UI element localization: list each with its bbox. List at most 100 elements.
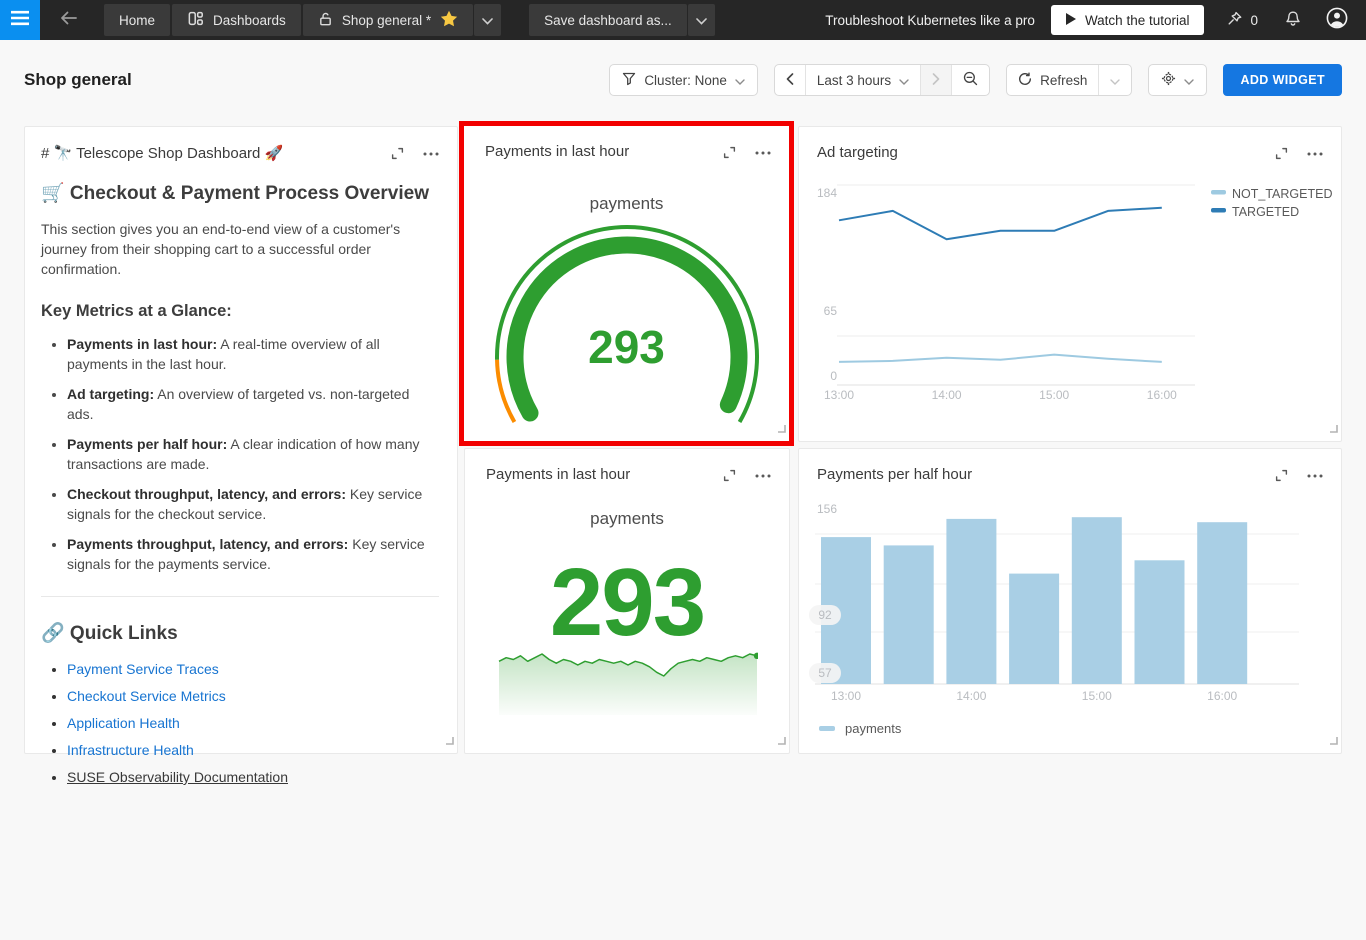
save-dashboard-menu-button[interactable] xyxy=(687,4,715,36)
svg-text:14:00: 14:00 xyxy=(956,689,986,703)
chevron-down-icon xyxy=(695,13,707,28)
arrow-left-icon xyxy=(60,11,77,30)
metric-term: Payments per half hour: xyxy=(67,436,228,452)
resize-handle-icon[interactable] xyxy=(1329,732,1338,750)
refresh-icon xyxy=(1018,72,1032,89)
list-item: SUSE Observability Documentation xyxy=(67,768,439,786)
notifications-button[interactable] xyxy=(1280,8,1306,32)
ellipsis-icon[interactable] xyxy=(755,474,771,478)
widget-title: Payments in last hour xyxy=(486,466,631,483)
expand-icon[interactable] xyxy=(722,468,737,483)
svg-text:65: 65 xyxy=(824,304,838,318)
refresh-interval-button[interactable] xyxy=(1098,65,1131,95)
markdown-intro: This section gives you an end-to-end vie… xyxy=(41,221,401,277)
metric-desc: Key service signals for the checkout ser… xyxy=(67,486,423,522)
widget-payments-number: Payments in last hour payments 293 xyxy=(464,448,790,754)
quick-links-list: Payment Service Traces Checkout Service … xyxy=(41,660,439,786)
ellipsis-icon[interactable] xyxy=(423,152,439,156)
filter-funnel-icon xyxy=(622,72,636,89)
ellipsis-icon[interactable] xyxy=(1307,152,1323,156)
payments-gauge-chart xyxy=(464,216,789,451)
bar-chart-legend: payments xyxy=(819,721,901,736)
hamburger-icon xyxy=(10,10,30,31)
add-widget-button[interactable]: ADD WIDGET xyxy=(1223,64,1342,96)
ad-targeting-line-chart: 0 65 184 13:00 14:00 15:00 16:00 NOT_TARGETED TA… xyxy=(799,127,1341,441)
chevron-down-icon xyxy=(899,73,909,88)
svg-text:0: 0 xyxy=(830,369,837,383)
dashboard-controls: Cluster: None Last 3 hours xyxy=(609,64,1342,96)
dashboard-tab-group: Shop general * xyxy=(302,4,502,36)
svg-text:13:00: 13:00 xyxy=(831,689,861,703)
resize-handle-icon[interactable] xyxy=(445,732,454,750)
pin-count: 0 xyxy=(1250,12,1258,28)
link-suse-observability-docs[interactable]: SUSE Observability Documentation xyxy=(67,769,288,785)
chevron-left-icon xyxy=(786,72,794,88)
cluster-filter-button[interactable]: Cluster: None xyxy=(609,64,758,96)
markdown-heading: 🛒 Checkout & Payment Process Overview xyxy=(41,183,429,204)
metric-term: Payments throughput, latency, and errors… xyxy=(67,536,349,552)
save-dashboard-button[interactable]: Save dashboard as... xyxy=(529,4,687,36)
bell-icon xyxy=(1284,8,1302,32)
chevron-down-icon xyxy=(1184,73,1195,88)
pin-icon xyxy=(1226,10,1243,30)
avatar-icon xyxy=(1326,7,1348,34)
watch-tutorial-button[interactable]: Watch the tutorial xyxy=(1050,5,1205,35)
time-forward-button[interactable] xyxy=(920,65,952,95)
link-checkout-service-metrics[interactable]: Checkout Service Metrics xyxy=(67,688,226,704)
svg-text:184: 184 xyxy=(817,186,837,200)
link-application-health[interactable]: Application Health xyxy=(67,715,180,731)
expand-icon[interactable] xyxy=(390,146,405,161)
widget-payments-per-half-hour: Payments per half hour 156 92 57 13:00 14:00… xyxy=(798,448,1342,754)
tab-home[interactable]: Home xyxy=(104,4,171,36)
nav-tabs: Home Dashboards Shop general * xyxy=(104,4,715,36)
dashboard-settings-button[interactable] xyxy=(1148,64,1208,96)
zoom-out-button[interactable] xyxy=(951,65,989,95)
user-avatar[interactable] xyxy=(1322,7,1352,34)
svg-text:15:00: 15:00 xyxy=(1082,689,1112,703)
link-infrastructure-health[interactable]: Infrastructure Health xyxy=(67,742,194,758)
number-series-label: payments xyxy=(590,509,664,528)
tab-dashboards-label: Dashboards xyxy=(213,12,286,28)
refresh-button[interactable]: Refresh xyxy=(1007,65,1098,95)
back-button[interactable] xyxy=(48,0,88,40)
list-item: Ad targeting: An overview of targeted vs… xyxy=(67,384,439,424)
metric-desc: Key service signals for the payments ser… xyxy=(67,536,425,572)
unlock-icon xyxy=(318,11,333,30)
ellipsis-icon[interactable] xyxy=(1307,474,1323,478)
save-dashboard-group: Save dashboard as... xyxy=(529,4,715,36)
expand-icon[interactable] xyxy=(722,145,737,160)
link-payment-service-traces[interactable]: Payment Service Traces xyxy=(67,661,219,677)
refresh-group: Refresh xyxy=(1006,64,1133,96)
metric-desc: A clear indication of how many transacti… xyxy=(67,436,420,472)
play-icon xyxy=(1065,12,1076,28)
main-menu-button[interactable] xyxy=(0,0,40,40)
widget-title: Payments per half hour xyxy=(817,466,973,483)
expand-icon[interactable] xyxy=(1274,468,1289,483)
expand-icon[interactable] xyxy=(1274,146,1289,161)
star-icon[interactable] xyxy=(440,10,458,30)
svg-text:14:00: 14:00 xyxy=(932,388,962,402)
dashboard-tab-menu-button[interactable] xyxy=(474,4,502,36)
metrics-list: Payments in last hour: A real-time overv… xyxy=(41,334,439,574)
resize-handle-icon[interactable] xyxy=(777,732,786,750)
list-item: Payments throughput, latency, and errors… xyxy=(67,534,439,574)
time-back-button[interactable] xyxy=(775,65,805,95)
svg-text:92: 92 xyxy=(818,608,832,622)
svg-text:NOT_TARGETED: NOT_TARGETED xyxy=(1232,187,1332,201)
widget-title: Payments in last hour xyxy=(485,143,630,160)
payments-bar-chart: 156 92 57 13:00 14:00 15:00 16:00 xyxy=(799,489,1341,719)
quick-links-heading: 🔗 Quick Links xyxy=(41,623,178,644)
time-range-button[interactable]: Last 3 hours xyxy=(804,65,920,95)
tab-dashboards[interactable]: Dashboards xyxy=(172,4,301,36)
ellipsis-icon[interactable] xyxy=(755,151,771,155)
chevron-down-icon xyxy=(1110,73,1121,88)
legend-swatch xyxy=(819,726,835,731)
resize-handle-icon[interactable] xyxy=(1329,420,1338,438)
svg-text:15:00: 15:00 xyxy=(1039,388,1069,402)
dashboards-grid-icon xyxy=(187,10,204,30)
list-item: Payments per half hour: A clear indicati… xyxy=(67,434,439,474)
pinned-views-button[interactable]: 0 xyxy=(1220,10,1264,30)
tab-shop-general[interactable]: Shop general * xyxy=(302,4,474,36)
highlighted-widget-outline: Payments in last hour payments 293 xyxy=(459,121,794,446)
resize-handle-icon[interactable] xyxy=(777,420,786,438)
